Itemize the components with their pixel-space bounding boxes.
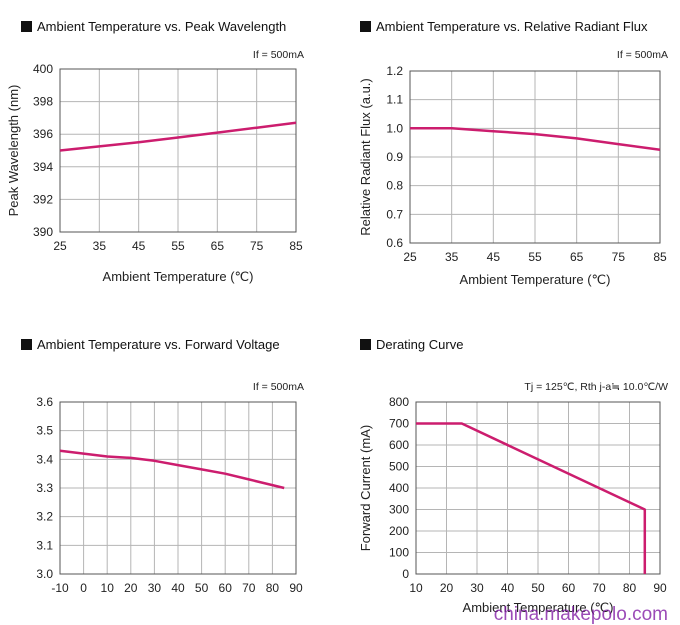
y-tick-label: 3.4	[36, 452, 53, 466]
x-tick-label: 30	[470, 581, 484, 595]
y-tick-label: 394	[33, 160, 53, 174]
plot-frame	[59, 401, 297, 575]
y-tick-label: 392	[33, 192, 53, 206]
x-axis-label: Ambient Temperature (℃)	[463, 600, 614, 615]
y-tick-label: 396	[33, 127, 53, 141]
x-tick-label: 65	[570, 250, 584, 264]
y-tick-label: 300	[389, 503, 409, 517]
x-tick-label: 50	[195, 581, 209, 595]
x-tick-label: 0	[80, 581, 87, 595]
x-tick-label: 45	[132, 239, 146, 253]
y-tick-label: 0	[402, 567, 409, 581]
y-tick-label: 3.1	[36, 538, 53, 552]
x-tick-label: 40	[171, 581, 185, 595]
y-tick-label: 0.7	[386, 207, 403, 221]
bullet-square-icon	[21, 21, 32, 32]
y-tick-label: 200	[389, 524, 409, 538]
x-tick-label: 90	[653, 581, 667, 595]
y-tick-label: 700	[389, 417, 409, 431]
chart-title-derating: Derating Curve	[360, 337, 463, 352]
y-tick-label: 398	[33, 95, 53, 109]
y-tick-label: 3.2	[36, 510, 53, 524]
y-tick-label: 3.6	[36, 395, 53, 409]
x-tick-label: 45	[487, 250, 501, 264]
x-tick-label: 35	[93, 239, 107, 253]
y-tick-label: 400	[389, 481, 409, 495]
x-axis-label: Ambient Temperature (℃)	[103, 269, 254, 284]
x-tick-label: 75	[250, 239, 264, 253]
y-tick-label: 3.3	[36, 481, 53, 495]
y-tick-label: 600	[389, 438, 409, 452]
bullet-square-icon	[360, 339, 371, 350]
x-tick-label: 60	[562, 581, 576, 595]
y-tick-label: 0.6	[386, 236, 403, 250]
bullet-square-icon	[360, 21, 371, 32]
y-tick-label: 0.8	[386, 179, 403, 193]
chart-note: Tj = 125℃, Rth j-a≒ 10.0℃/W	[524, 381, 668, 393]
x-tick-label: 85	[653, 250, 667, 264]
x-tick-label: 90	[289, 581, 303, 595]
x-tick-label: 65	[211, 239, 225, 253]
y-tick-label: 100	[389, 546, 409, 560]
y-axis-label: Peak Wavelength (nm)	[6, 85, 21, 217]
bullet-square-icon	[21, 339, 32, 350]
x-tick-label: 75	[612, 250, 626, 264]
x-tick-label: 50	[531, 581, 545, 595]
y-tick-label: 0.9	[386, 150, 403, 164]
chart-title-peak-wavelength: Ambient Temperature vs. Peak Wavelength	[21, 19, 286, 34]
y-tick-label: 3.5	[36, 424, 53, 438]
chart-title-forward-voltage: Ambient Temperature vs. Forward Voltage	[21, 337, 280, 352]
y-tick-label: 400	[33, 62, 53, 76]
x-tick-label: 55	[528, 250, 542, 264]
x-axis-label: Ambient Temperature (℃)	[460, 272, 611, 287]
y-tick-label: 1.0	[386, 121, 403, 135]
x-tick-label: 60	[219, 581, 233, 595]
chart-note: If = 500mA	[253, 49, 304, 61]
x-tick-label: 10	[101, 581, 115, 595]
series-line	[59, 449, 285, 490]
x-tick-label: 40	[501, 581, 515, 595]
series-line	[59, 121, 297, 152]
chart-note: If = 500mA	[617, 49, 668, 61]
series-line	[416, 422, 647, 574]
y-axis-label: Relative Radiant Flux (a.u.)	[358, 78, 373, 236]
x-tick-label: 25	[403, 250, 417, 264]
x-tick-label: 80	[623, 581, 637, 595]
chart-note: If = 500mA	[253, 381, 304, 393]
y-tick-label: 1.2	[386, 64, 403, 78]
x-tick-label: 70	[242, 581, 256, 595]
x-tick-label: 85	[289, 239, 303, 253]
y-tick-label: 390	[33, 225, 53, 239]
x-tick-label: -10	[51, 581, 69, 595]
x-tick-label: 25	[53, 239, 67, 253]
x-tick-label: 20	[440, 581, 454, 595]
x-tick-label: 70	[592, 581, 606, 595]
x-tick-label: 35	[445, 250, 459, 264]
y-tick-label: 1.1	[386, 93, 403, 107]
x-tick-label: 55	[171, 239, 185, 253]
plot-frame	[415, 401, 661, 575]
y-tick-label: 3.0	[36, 567, 53, 581]
y-axis-label: Forward Current (mA)	[358, 425, 373, 551]
x-tick-label: 20	[124, 581, 138, 595]
plot-frame	[409, 70, 661, 244]
series-line	[410, 127, 661, 152]
x-tick-label: 30	[148, 581, 162, 595]
y-tick-label: 500	[389, 460, 409, 474]
watermark-text: china.makepolo.com	[494, 604, 668, 625]
x-tick-label: 10	[409, 581, 423, 595]
chart-title-radiant-flux: Ambient Temperature vs. Relative Radiant…	[360, 19, 647, 34]
x-tick-label: 80	[266, 581, 280, 595]
y-tick-label: 800	[389, 395, 409, 409]
